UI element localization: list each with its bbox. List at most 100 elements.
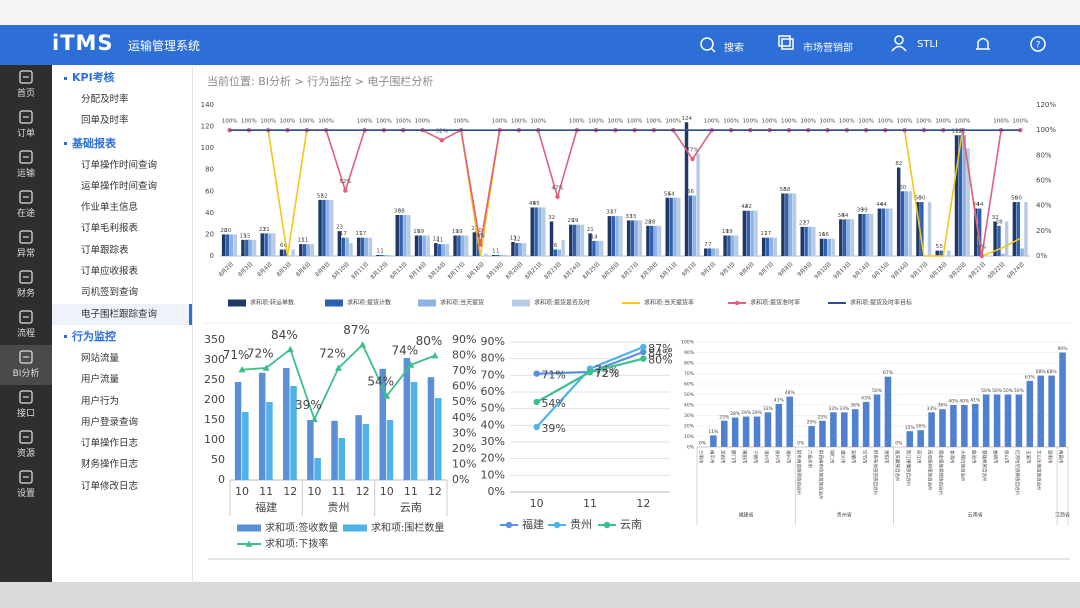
bar: [884, 376, 892, 447]
x-tick-label: 楚雄彝族自治州: [981, 450, 988, 482]
y2-tick-label: 120%: [1036, 101, 1056, 109]
icon-shape: [19, 470, 33, 484]
bell-icon[interactable]: [976, 37, 990, 50]
sidebar-item[interactable]: 运输: [0, 145, 52, 185]
x-tick-label: 8月24日: [562, 261, 582, 281]
y2-tick-label: 80%: [452, 349, 476, 362]
line-label: 100%: [492, 119, 508, 125]
nav-user[interactable]: STLI: [917, 39, 938, 50]
bar-label: 45: [529, 201, 536, 207]
bar-label: 112: [951, 129, 962, 135]
menu-item[interactable]: 回单及时率: [81, 115, 129, 127]
menu-item[interactable]: 订单操作时间查询: [81, 159, 158, 171]
bar-label: 40%: [959, 399, 970, 405]
menu-item[interactable]: 用户行为: [81, 395, 120, 407]
menu-section[interactable]: 行为监控: [52, 325, 192, 348]
menu-item[interactable]: 订单操作日志: [81, 438, 139, 450]
menu-item[interactable]: 网站流量: [81, 352, 120, 364]
sidebar-item[interactable]: 首页: [0, 65, 52, 105]
bar-label: 112: [955, 129, 966, 135]
bar: [341, 237, 345, 256]
legend-label: 贵州: [570, 518, 592, 531]
sidebar-item[interactable]: 财务: [0, 265, 52, 305]
menu-item[interactable]: 运单操作时间查询: [81, 180, 158, 192]
bar: [723, 235, 727, 256]
line-label: 100%: [839, 119, 855, 125]
bar: [765, 237, 770, 256]
menu-item[interactable]: 财务操作日志: [81, 459, 139, 471]
sidebar-item[interactable]: 流程: [0, 305, 52, 345]
bar: [830, 412, 837, 447]
menu-item[interactable]: 电子围栏跟踪查询: [52, 303, 192, 325]
sidebar-icon: [19, 230, 33, 244]
line-label: 100%: [299, 119, 315, 125]
icon-shape: [19, 350, 33, 364]
sidebar-icon: [19, 270, 33, 284]
menu-section[interactable]: KPI考核: [52, 66, 192, 89]
logo[interactable]: iTMS: [52, 31, 114, 55]
bar: [376, 254, 380, 256]
y-tick-label: 100: [204, 433, 225, 446]
bar: [846, 219, 851, 256]
bar: [572, 224, 577, 256]
sidebar-item[interactable]: 异常: [0, 225, 52, 265]
market-icon[interactable]: [781, 38, 794, 50]
bar-label: 52: [321, 193, 328, 199]
bar: [881, 208, 885, 256]
menu-item[interactable]: 订单跟踪表: [81, 244, 129, 256]
bar: [607, 216, 612, 256]
menu-section[interactable]: 基础报表: [52, 132, 192, 155]
menu-item[interactable]: 作业单主信息: [81, 202, 139, 214]
line-label: 100%: [260, 119, 276, 125]
x-tick-label: 9月16日: [890, 261, 910, 281]
nav-search[interactable]: 搜索: [724, 43, 744, 54]
bar-label: 38: [394, 209, 401, 215]
sidebar-item[interactable]: 资源: [0, 425, 52, 465]
menu-item[interactable]: 司机签到查询: [81, 287, 139, 299]
icon-shape: [19, 150, 33, 164]
user-icon[interactable]: [894, 35, 904, 45]
help-icon[interactable]: [1030, 36, 1046, 52]
x-tick-label: 12: [636, 497, 650, 510]
marker: [603, 521, 611, 529]
x-tick-label: 8月3日: [237, 261, 255, 279]
bar: [785, 193, 789, 256]
bar: [935, 250, 939, 256]
sidebar-item[interactable]: 在途: [0, 185, 52, 225]
bar: [453, 235, 457, 256]
legend-label: 求和项:当天提货: [440, 299, 484, 307]
sidebar-item[interactable]: 订单: [0, 105, 52, 145]
menu-item[interactable]: 分配及时率: [81, 94, 129, 105]
y-tick-label: 90%: [684, 350, 695, 356]
x-tick-label: 11: [404, 485, 418, 498]
nav-department[interactable]: 市场营销部: [803, 43, 853, 54]
sidebar-label: 流程: [16, 329, 35, 339]
bar: [710, 435, 717, 447]
menu-item[interactable]: 用户登录查询: [81, 416, 139, 428]
bar-label: 42: [745, 204, 752, 210]
sidebar-item[interactable]: 设置: [0, 465, 52, 505]
menu-item[interactable]: 订单修改日志: [81, 480, 139, 492]
menu-item[interactable]: 订单毛利报表: [81, 223, 139, 235]
menu-item[interactable]: 用户流量: [81, 374, 120, 386]
help-glyph: ?: [1036, 41, 1041, 51]
bar: [318, 199, 322, 256]
sidebar-item[interactable]: BI分析: [0, 345, 52, 385]
y-tick-label: 10%: [481, 468, 505, 481]
group-label: 福建省: [739, 512, 754, 519]
line-label: 100%: [511, 119, 527, 125]
y2-tick-label: 0%: [1036, 252, 1047, 260]
search-icon[interactable]: [700, 37, 714, 51]
bar-label: 50: [1011, 196, 1018, 202]
marker: [979, 253, 984, 259]
bar: [322, 199, 326, 256]
y-tick-label: 150: [204, 413, 225, 426]
bar: [677, 197, 681, 256]
bar: [927, 202, 932, 256]
menu-item[interactable]: 订单应收报表: [81, 266, 139, 278]
market-icon-back: [778, 35, 791, 47]
sidebar-item[interactable]: 接口: [0, 385, 52, 425]
bar-label: 14: [591, 234, 598, 240]
x-tick-label: 六盘水市: [807, 450, 814, 468]
